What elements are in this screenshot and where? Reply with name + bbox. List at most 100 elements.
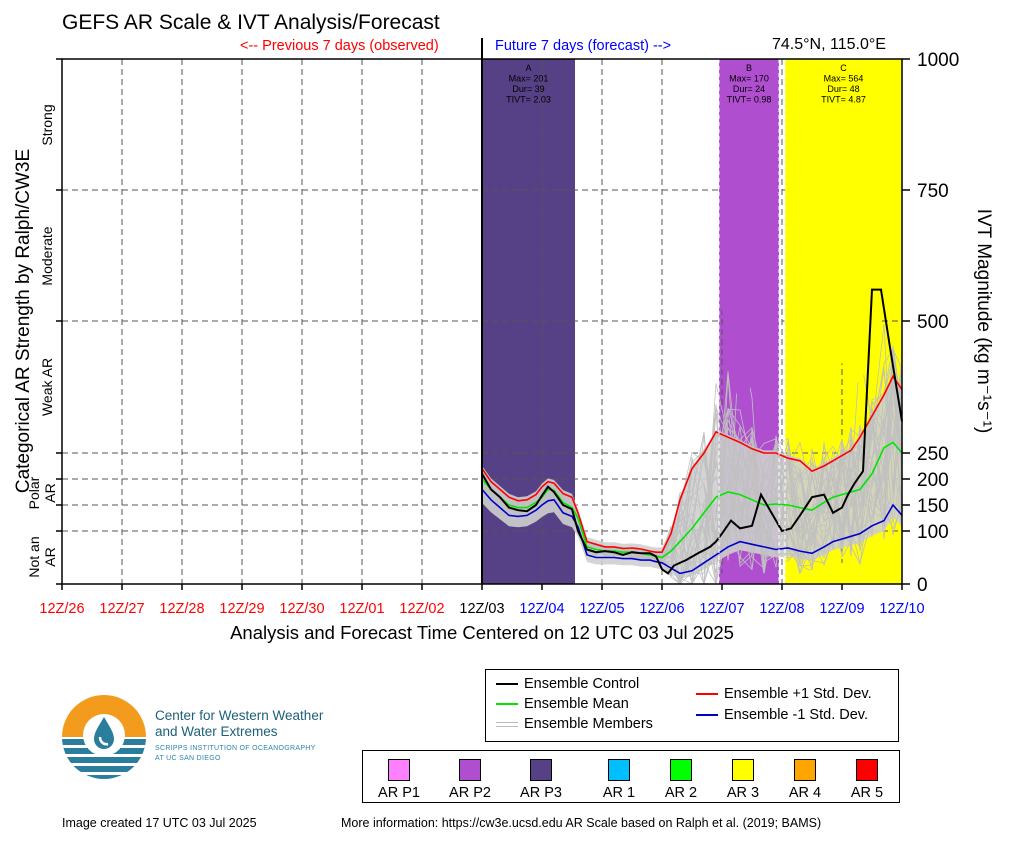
ar-event-c-lower [785, 562, 902, 584]
category-label-not-ar: Not anAR [26, 536, 58, 577]
ensemble-member-line [481, 369, 903, 585]
category-ar-p1: AR P1 [369, 759, 429, 801]
image-created: Image created 17 UTC 03 Jul 2025 [62, 816, 257, 830]
line-legend: Ensemble Control Ensemble Mean Ensemble … [485, 669, 899, 742]
x-tick-label: 12Z/28 [159, 601, 204, 617]
x-tick-label: 12Z/09 [819, 601, 864, 617]
ensemble-plus-std-line [481, 374, 903, 554]
ar-event-annotation: Max= 170 [729, 74, 769, 84]
legend-mean-label: Ensemble Mean [524, 696, 629, 712]
category-label: AR 3 [726, 785, 760, 801]
category-ar-3: AR 3 [713, 759, 773, 801]
x-tick-label: 12Z/04 [519, 601, 564, 617]
ar-event-annotation: B [746, 63, 752, 73]
ensemble-mean-line [481, 441, 903, 559]
cw3e-logo [62, 695, 146, 779]
legend-plus-label: Ensemble +1 Std. Dev. [724, 686, 872, 702]
ar-event-annotation: Max= 564 [824, 74, 864, 84]
category-swatch [856, 759, 878, 781]
category-label-part: AR [42, 483, 58, 502]
legend-members-label: Ensemble Members [524, 716, 653, 732]
x-axis-title: Analysis and Forecast Time Centered on 1… [230, 622, 734, 643]
category-swatch [794, 759, 816, 781]
category-swatch [670, 759, 692, 781]
x-tick-label: 12Z/08 [759, 601, 804, 617]
category-ar-5: AR 5 [837, 759, 897, 801]
legend-plus: Ensemble +1 Std. Dev. [696, 686, 872, 702]
category-label-part: Polar [26, 476, 42, 509]
ar-event-annotation: Dur= 48 [827, 84, 859, 94]
category-label: AR 5 [850, 785, 884, 801]
category-ar-p3: AR P3 [511, 759, 571, 801]
ar-category-legend: AR P1 AR P2 AR P3 AR 1 AR 2 AR 3 AR 4 AR… [362, 750, 900, 803]
category-swatch [388, 759, 410, 781]
category-label: Weak AR [39, 358, 55, 416]
ivt-chart: 0 100 150 200 250 500 750 1000 12Z/26 12Z/27 12Z/2… [13, 38, 994, 617]
y-tick-label: 200 [917, 470, 949, 491]
x-tick-label: 12Z/01 [339, 601, 384, 617]
category-label: AR 1 [602, 785, 636, 801]
ar-event-annotation: Dur= 24 [733, 84, 765, 94]
x-tick-label: 12Z/03 [459, 601, 504, 617]
y-tick-label: 100 [917, 522, 949, 543]
ar-event-annotation: TIVT= 4.87 [821, 95, 866, 105]
category-label-part: Not an [26, 536, 42, 577]
category-label: AR P3 [520, 785, 562, 801]
ar-event-annotation: Max= 201 [509, 74, 549, 84]
legend-mean: Ensemble Mean [496, 696, 629, 712]
logo-subtitle: SCRIPPS INSTITUTION OF OCEANOGRAPHY AT U… [155, 744, 316, 764]
future-days-label: Future 7 days (forecast) --> [495, 38, 672, 54]
logo-line4: AT UC SAN DIEGO [155, 755, 221, 762]
category-label: AR P1 [378, 785, 420, 801]
category-ar-1: AR 1 [589, 759, 649, 801]
category-swatch [732, 759, 754, 781]
chart-title: GEFS AR Scale & IVT Analysis/Forecast [62, 11, 440, 34]
y-tick-label: 0 [917, 575, 928, 596]
ar-event-annotation: Dur= 39 [512, 84, 544, 94]
x-tick-label: 12Z/07 [699, 601, 744, 617]
ensemble-control-line [481, 288, 903, 575]
ar-event-b-upper [719, 59, 779, 411]
ar-event-annotation: C [840, 63, 847, 73]
category-label-polar: PolarAR [26, 476, 58, 509]
more-info: More information: https://cw3e.ucsd.edu … [341, 816, 822, 830]
ar-event-b-lower [719, 573, 779, 584]
y-tick-label: 500 [917, 312, 949, 333]
x-tick-label: 12Z/27 [99, 601, 144, 617]
y-tick-label: 1000 [917, 50, 959, 71]
category-label: AR 4 [788, 785, 822, 801]
category-label-part: AR [42, 547, 58, 566]
ar-event-annotation: TIVT= 2.03 [506, 95, 551, 105]
y-tick-label: 150 [917, 496, 949, 517]
category-label: AR 2 [664, 785, 698, 801]
category-swatch [608, 759, 630, 781]
ar-event-c-upper [785, 59, 902, 390]
category-swatch [530, 759, 552, 781]
ar-event-annotation: TIVT= 0.98 [727, 95, 772, 105]
y-axis-right-title: IVT Magnitude (kg m⁻¹s⁻¹) [973, 209, 994, 434]
category-label: Strong [39, 104, 55, 145]
logo-line3: SCRIPPS INSTITUTION OF OCEANOGRAPHY [155, 745, 316, 752]
legend-minus-label: Ensemble -1 Std. Dev. [724, 707, 868, 723]
legend-members: Ensemble Members [496, 716, 653, 732]
category-ar-4: AR 4 [775, 759, 835, 801]
ar-event-annotation: A [525, 63, 531, 73]
x-tick-label: 12Z/06 [639, 601, 684, 617]
category-swatch [459, 759, 481, 781]
logo-line1: Center for Western Weather [155, 708, 324, 723]
y-tick-label: 750 [917, 181, 949, 202]
category-ar-2: AR 2 [651, 759, 711, 801]
y-axis-left-title: Categorical AR Strength by Ralph/CW3E [13, 149, 34, 493]
x-tick-label: 12Z/10 [879, 601, 924, 617]
y-tick-label: 250 [917, 444, 949, 465]
category-label: Moderate [39, 226, 55, 285]
x-tick-label: 12Z/30 [279, 601, 324, 617]
x-tick-label: 12Z/05 [579, 601, 624, 617]
category-ar-p2: AR P2 [440, 759, 500, 801]
legend-minus: Ensemble -1 Std. Dev. [696, 707, 868, 723]
x-tick-label: 12Z/29 [219, 601, 264, 617]
logo-line2: and Water Extremes [155, 724, 278, 739]
logo-title: Center for Western Weather and Water Ext… [155, 708, 323, 740]
legend-control: Ensemble Control [496, 676, 639, 692]
location-label: 74.5°N, 115.0°E [772, 36, 886, 53]
